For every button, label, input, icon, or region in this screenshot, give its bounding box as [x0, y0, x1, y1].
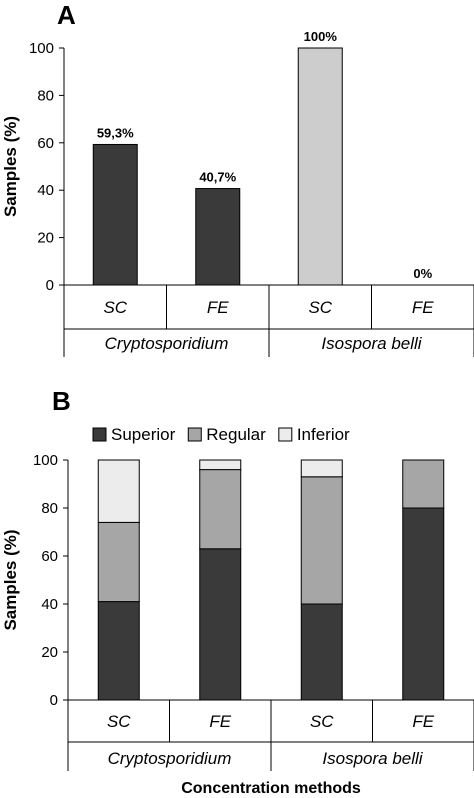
bar	[92, 143, 138, 286]
data-label: 0%	[413, 266, 432, 281]
bar-regular	[97, 521, 140, 603]
y-tick-label: 40	[37, 182, 54, 199]
bar-inferior	[97, 459, 140, 523]
bar-superior	[402, 507, 445, 701]
x-tick-label: SC	[107, 712, 131, 731]
x-tick-label: FE	[209, 712, 231, 731]
x-tick-label: FE	[412, 298, 434, 317]
y-axis-label: Samples (%)	[1, 116, 20, 217]
panel-a: A 0 20 40 60 80 100 Samples (%) SC FE SC FE Cryptosp…	[1, 0, 474, 357]
group-label: Isospora belli	[321, 334, 422, 353]
legend-entry: Regular	[206, 425, 266, 444]
y-axis-label: Samples (%)	[1, 529, 20, 630]
group-label: Cryptosporidium	[105, 334, 229, 353]
bar-superior	[300, 603, 343, 701]
y-tick-label: 60	[41, 548, 58, 565]
y-tick-label: 80	[41, 500, 58, 517]
x-tick-label: SC	[310, 712, 334, 731]
y-tick-label: 20	[37, 230, 54, 247]
y-tick-label: 0	[50, 692, 58, 709]
data-label: 40,7%	[199, 170, 236, 185]
data-label: 100%	[304, 29, 338, 44]
y-tick-label: 100	[29, 40, 54, 57]
bar-inferior	[199, 459, 242, 471]
panel-letter: B	[52, 386, 71, 416]
bar-superior	[199, 548, 242, 701]
y-tick-label: 100	[33, 452, 58, 469]
x-tick-label: FE	[412, 712, 434, 731]
legend-entry: Inferior	[297, 425, 350, 444]
x-tick-label: SC	[308, 298, 332, 317]
legend-entry: Superior	[111, 425, 176, 444]
bar-regular	[199, 469, 242, 550]
y-tick-label: 60	[37, 135, 54, 152]
x-tick-label: FE	[207, 298, 229, 317]
data-label: 59,3%	[97, 125, 134, 140]
y-tick-label: 80	[37, 87, 54, 104]
bar-superior	[97, 601, 140, 701]
y-tick-label: 0	[46, 277, 54, 294]
legend-swatch-regular	[187, 427, 202, 442]
bar	[195, 188, 241, 286]
bar-inferior	[300, 459, 343, 478]
panel-b: B 0 20 40 60 80 100 Samples (%) SC FE SC FE Cryptosp…	[1, 386, 474, 797]
x-axis-title: Concentration methods	[181, 780, 361, 797]
legend-swatch-superior	[92, 427, 107, 442]
bar-regular	[300, 476, 343, 605]
x-tick-label: SC	[103, 298, 127, 317]
legend-swatch-inferior	[278, 427, 293, 442]
bar-regular	[402, 459, 445, 509]
bar	[297, 47, 343, 286]
group-label: Cryptosporidium	[108, 749, 232, 768]
y-tick-label: 20	[41, 644, 58, 661]
y-tick-label: 40	[41, 596, 58, 613]
group-label: Isospora belli	[322, 749, 423, 768]
panel-letter: A	[57, 0, 76, 30]
